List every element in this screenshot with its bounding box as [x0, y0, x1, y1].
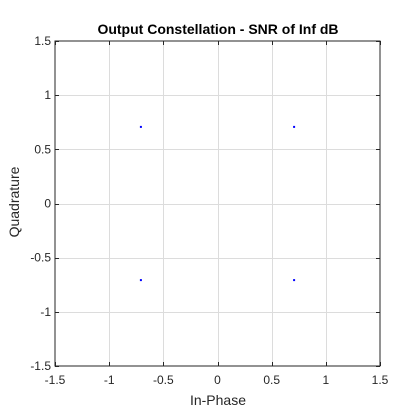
constellation-point: [139, 125, 142, 128]
y-tick-label: 1: [44, 88, 51, 102]
y-tick-label: 1.5: [34, 34, 51, 48]
constellation-point: [139, 279, 142, 282]
y-tick-labels: -1.5 -1 -0.5 0 0.5 1 1.5: [30, 34, 51, 373]
chart-title: Output Constellation - SNR of Inf dB: [97, 21, 338, 37]
y-tick-label: -1.5: [30, 359, 51, 373]
x-tick-label: -0.5: [153, 373, 174, 387]
y-tick-label: 0: [44, 197, 51, 211]
plot-area: [54, 40, 381, 367]
data-points: [139, 125, 296, 282]
y-tick-label: 0.5: [34, 142, 51, 156]
x-tick-label: 0: [214, 373, 221, 387]
grid: [55, 41, 380, 366]
x-axis-label: In-Phase: [190, 392, 246, 408]
constellation-point: [293, 279, 296, 282]
x-tick-labels: -1.5 -1 -0.5 0 0.5 1 1.5: [45, 373, 389, 387]
x-tick-label: -1.5: [45, 373, 66, 387]
x-tick-label: -1: [104, 373, 115, 387]
plot-background: [54, 40, 381, 367]
x-tick-label: 0.5: [263, 373, 280, 387]
constellation-point: [293, 125, 296, 128]
x-tick-label: 1: [322, 373, 329, 387]
y-axis-label: Quadrature: [6, 166, 22, 237]
y-tick-label: -0.5: [30, 251, 51, 265]
x-tick-label: 1.5: [372, 373, 389, 387]
plot-frame: [54, 40, 381, 367]
y-tick-label: -1: [40, 305, 51, 319]
